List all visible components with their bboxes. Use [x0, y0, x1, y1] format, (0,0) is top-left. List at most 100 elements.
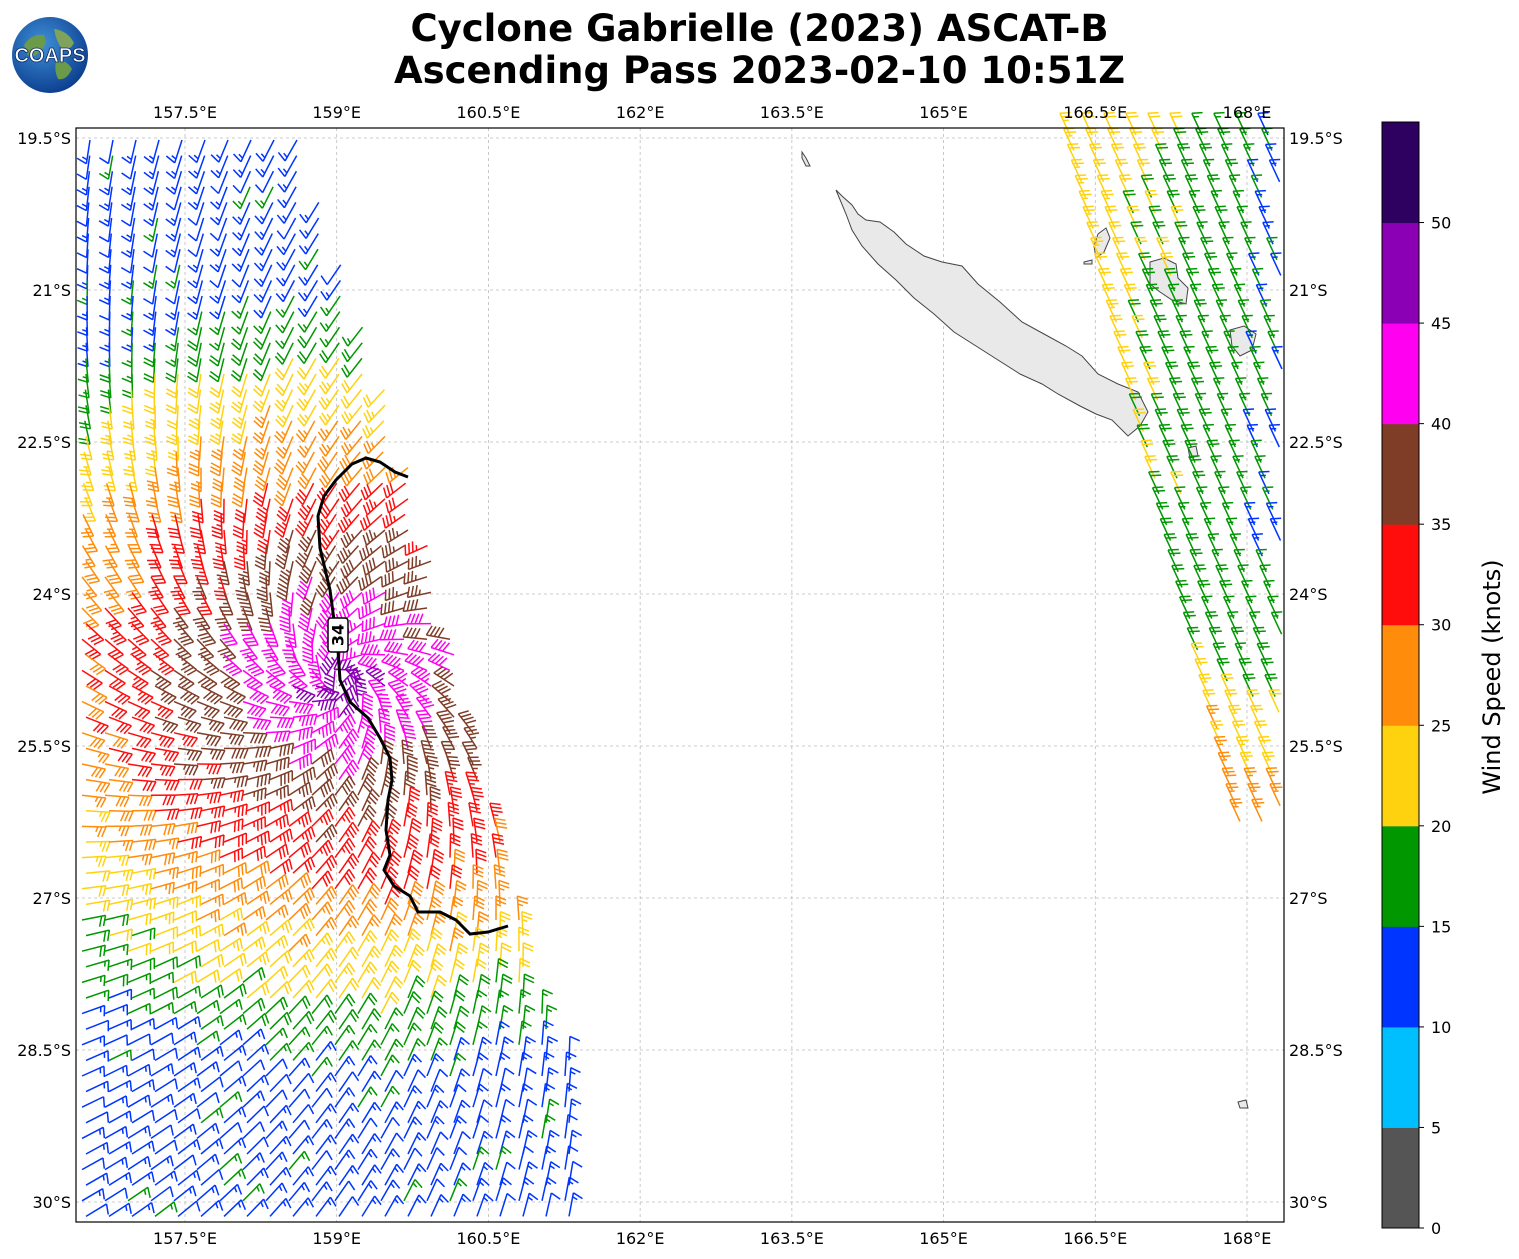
wind-barb	[420, 739, 435, 765]
wind-barb	[1225, 517, 1238, 541]
lon-tick-top: 162°E	[616, 103, 665, 122]
wind-barb	[473, 817, 486, 843]
wind-barb	[1264, 143, 1277, 167]
wind-barb	[231, 264, 250, 288]
wind-barb	[246, 745, 272, 758]
wind-barb	[1088, 143, 1103, 167]
wind-barb	[406, 613, 432, 625]
wind-barb	[292, 826, 316, 843]
wind-barb	[173, 880, 198, 894]
wind-barb	[275, 436, 294, 459]
wind-barb	[426, 833, 440, 858]
wind-barb	[196, 908, 221, 922]
wind-barb	[276, 233, 296, 256]
wind-barb	[297, 498, 317, 521]
wind-barb	[1114, 158, 1128, 183]
wind-barb	[1222, 595, 1235, 619]
wind-barb	[1128, 392, 1142, 417]
wind-barb	[406, 584, 432, 599]
wind-barb	[1260, 392, 1273, 417]
wind-barb	[98, 249, 112, 274]
wind-barb	[315, 1196, 337, 1217]
wind-barb	[239, 638, 258, 662]
wind-barb	[1227, 345, 1239, 370]
wind-barb	[120, 280, 135, 305]
wind-barb	[273, 482, 292, 507]
wind-barb	[449, 1146, 468, 1170]
wind-barb	[173, 763, 199, 776]
wind-barb	[307, 654, 322, 680]
wind-barb	[150, 794, 176, 806]
wind-barb	[173, 821, 199, 835]
wind-barb	[1192, 470, 1206, 495]
wind-barb	[269, 919, 293, 937]
wind-barb	[1184, 174, 1198, 198]
wind-barb	[1108, 221, 1122, 245]
wind-barb	[150, 1093, 174, 1108]
wind-barb	[1265, 767, 1279, 791]
wind-barb	[311, 870, 334, 890]
island-small-1	[801, 150, 811, 167]
wind-barb	[1242, 673, 1256, 697]
wind-barb	[315, 1165, 337, 1186]
wind-barb	[177, 955, 202, 969]
wind-barb	[334, 993, 356, 1015]
wind-barb	[150, 763, 176, 777]
wind-barb	[541, 1114, 556, 1139]
coaps-logo: COAPS	[12, 17, 88, 93]
wind-barb	[1268, 158, 1281, 183]
wind-barb	[165, 249, 181, 274]
wind-barb	[254, 202, 274, 225]
wind-barb	[1171, 299, 1185, 323]
wind-barb	[131, 838, 157, 851]
wind-barb	[449, 958, 465, 983]
wind-barb	[338, 482, 361, 503]
wind-barb	[98, 171, 114, 196]
wind-barb	[383, 614, 409, 628]
wind-barb	[334, 1024, 356, 1046]
wind-barb	[430, 1162, 449, 1186]
wind-barb	[209, 373, 225, 399]
wind-barb	[269, 685, 293, 705]
wind-barb	[98, 202, 113, 227]
wind-barb	[165, 139, 183, 164]
wind-barb	[108, 810, 134, 822]
wind-barb	[297, 467, 317, 490]
wind-barb	[223, 803, 248, 818]
wind-barb	[232, 202, 251, 225]
wind-barb	[522, 973, 535, 999]
wind-barb	[1242, 143, 1255, 167]
wind-barb	[131, 927, 156, 941]
wind-barb	[1161, 345, 1175, 370]
wind-barb	[177, 747, 203, 762]
wind-barb	[518, 1114, 534, 1139]
wind-barb	[380, 1085, 400, 1108]
wind-barb	[568, 1129, 582, 1155]
wind-barb	[85, 810, 111, 823]
wind-barb	[104, 794, 130, 808]
wind-barb	[246, 951, 270, 968]
wind-barb	[1244, 236, 1256, 261]
wind-barb	[319, 311, 341, 332]
wind-barb	[476, 1099, 493, 1124]
wind-barb	[1229, 267, 1242, 292]
wind-barb	[104, 1125, 129, 1140]
wind-barb	[252, 483, 269, 508]
wind-barb	[150, 1001, 175, 1015]
wind-barb	[191, 498, 204, 524]
wind-barb	[253, 280, 273, 303]
wind-barb	[214, 607, 232, 632]
wind-barb	[85, 685, 108, 705]
wind-barb	[426, 958, 444, 983]
wind-barb	[81, 1035, 106, 1047]
wind-barb	[522, 942, 534, 967]
wind-barb	[1105, 299, 1119, 323]
wind-barb	[150, 941, 175, 955]
wind-barb	[265, 784, 290, 800]
wind-barb	[1159, 517, 1173, 541]
wind-barb	[380, 571, 405, 588]
wind-barb	[1235, 735, 1249, 760]
wind-barb	[242, 669, 263, 691]
wind-barb	[1257, 735, 1271, 760]
wind-barb	[407, 1006, 426, 1030]
